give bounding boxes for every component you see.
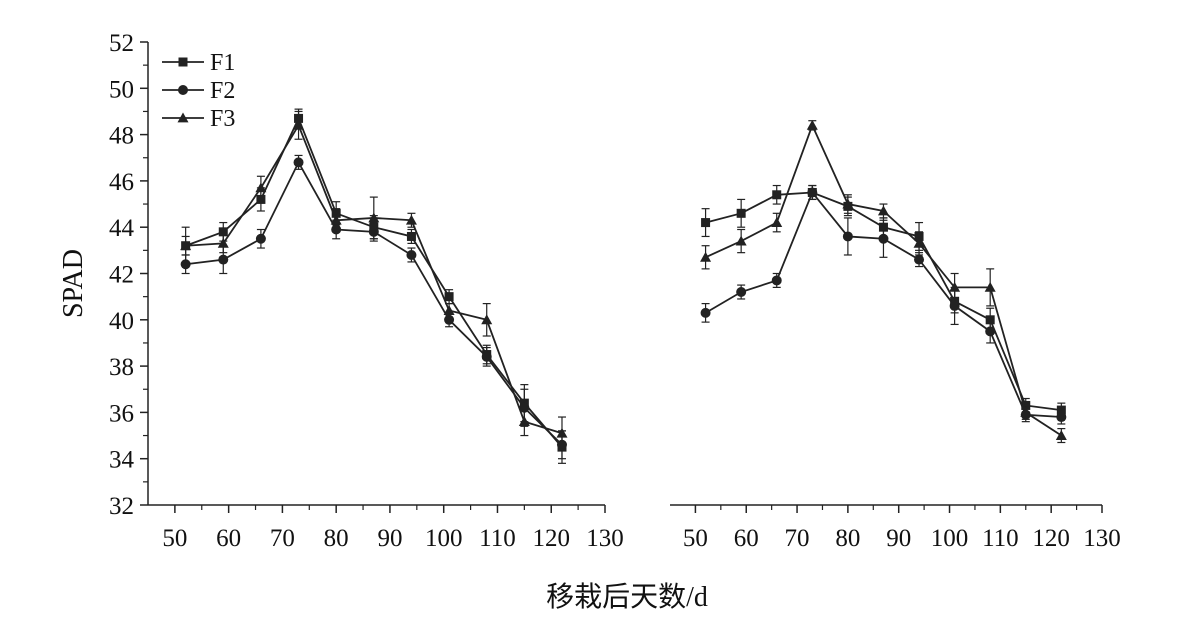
legend-marker xyxy=(178,57,188,67)
data-point-f2 xyxy=(218,254,229,265)
data-point-f3 xyxy=(330,214,342,225)
x-tick-label: 130 xyxy=(1083,525,1121,552)
series-f2 xyxy=(700,184,1067,425)
x-tick-label: 90 xyxy=(377,525,402,552)
data-point-f3 xyxy=(255,182,267,193)
x-tick-label: 130 xyxy=(586,525,624,552)
x-tick-label: 120 xyxy=(532,525,570,552)
chart-panel-1: 50 60 70 80 90 100 110 120 130 32 34 36 38 40 42 44 46 48… xyxy=(58,30,624,552)
data-point-f2 xyxy=(878,233,889,244)
data-point-f2 xyxy=(842,231,853,242)
data-point-f1 xyxy=(218,227,228,237)
data-point-f2 xyxy=(771,275,782,286)
legend-marker xyxy=(177,112,189,123)
data-point-f2 xyxy=(949,300,960,311)
chart-panel-2: 50 60 70 80 90 100 110 120 130 xyxy=(670,119,1121,552)
y-tick-label: 50 xyxy=(109,76,134,103)
x-tick-label: 100 xyxy=(425,525,463,552)
legend-marker xyxy=(178,85,188,95)
y-tick-label: 40 xyxy=(109,308,134,335)
x-tick-label: 100 xyxy=(931,525,969,552)
data-point-f3 xyxy=(771,217,783,227)
data-point-f3 xyxy=(217,237,229,248)
data-point-f3 xyxy=(368,212,380,223)
data-point-f2 xyxy=(406,249,417,260)
data-point-f1 xyxy=(701,218,711,228)
x-tick-label: 60 xyxy=(734,525,759,552)
data-point-f3 xyxy=(443,305,455,315)
y-tick-label: 36 xyxy=(109,400,134,427)
y-axis-label: SPAD xyxy=(58,249,89,318)
data-point-f3 xyxy=(1020,406,1032,417)
y-tick-label: 42 xyxy=(109,262,134,289)
series-f3 xyxy=(180,110,568,451)
data-point-f3 xyxy=(877,205,889,216)
data-point-f3 xyxy=(949,281,961,292)
data-point-f3 xyxy=(806,119,818,130)
x-tick-label: 50 xyxy=(683,525,708,552)
x-tick-label: 110 xyxy=(982,525,1019,552)
data-point-f2 xyxy=(293,157,304,168)
y-tick-label: 44 xyxy=(109,215,135,242)
data-point-f3 xyxy=(481,314,493,325)
data-point-f2 xyxy=(914,254,925,265)
series-line-f3 xyxy=(185,123,563,435)
x-tick-label: 70 xyxy=(270,525,295,552)
data-point-f3 xyxy=(556,427,568,438)
data-point-f3 xyxy=(842,198,854,209)
data-point-f3 xyxy=(405,214,417,225)
data-point-f3 xyxy=(518,416,530,427)
x-tick-label: 50 xyxy=(162,525,187,552)
y-tick-label: 38 xyxy=(109,354,134,381)
y-tick-label: 52 xyxy=(109,30,134,57)
data-point-f3 xyxy=(913,237,925,248)
x-tick-label: 90 xyxy=(886,525,911,552)
legend-label: F1 xyxy=(210,50,235,76)
y-tick-label: 46 xyxy=(109,169,134,196)
series-f3 xyxy=(700,119,1067,444)
data-point-f3 xyxy=(293,119,305,130)
x-axis-label: 移栽后天数/d xyxy=(546,581,708,613)
y-tick-label: 48 xyxy=(109,123,134,150)
data-point-f1 xyxy=(772,190,782,200)
y-tick-label: 32 xyxy=(109,493,134,520)
data-point-f2 xyxy=(481,351,492,362)
data-point-f3 xyxy=(984,281,996,292)
data-point-f2 xyxy=(1056,412,1067,423)
data-point-f2 xyxy=(180,259,191,270)
data-point-f3 xyxy=(1055,430,1067,440)
data-point-f1 xyxy=(444,292,454,302)
x-tick-label: 60 xyxy=(216,525,241,552)
data-point-f2 xyxy=(985,326,996,337)
data-point-f3 xyxy=(735,235,747,246)
data-point-f1 xyxy=(406,231,416,241)
legend-label: F2 xyxy=(210,78,235,104)
data-point-f2 xyxy=(736,287,747,298)
y-tick-label: 34 xyxy=(109,447,135,474)
data-point-f3 xyxy=(180,240,192,251)
x-tick-label: 110 xyxy=(479,525,516,552)
data-point-f2 xyxy=(700,307,711,318)
x-tick-label: 120 xyxy=(1032,525,1070,552)
data-point-f2 xyxy=(807,187,818,198)
x-tick-label: 80 xyxy=(324,525,349,552)
series-f1 xyxy=(181,108,567,464)
series-line-f1 xyxy=(185,116,563,448)
series-line-f3 xyxy=(705,122,1062,437)
x-tick-label: 80 xyxy=(835,525,860,552)
data-point-f2 xyxy=(255,233,266,244)
x-tick-label: 70 xyxy=(785,525,810,552)
legend-label: F3 xyxy=(210,106,235,132)
data-point-f1 xyxy=(736,208,746,218)
data-point-f3 xyxy=(700,251,712,262)
